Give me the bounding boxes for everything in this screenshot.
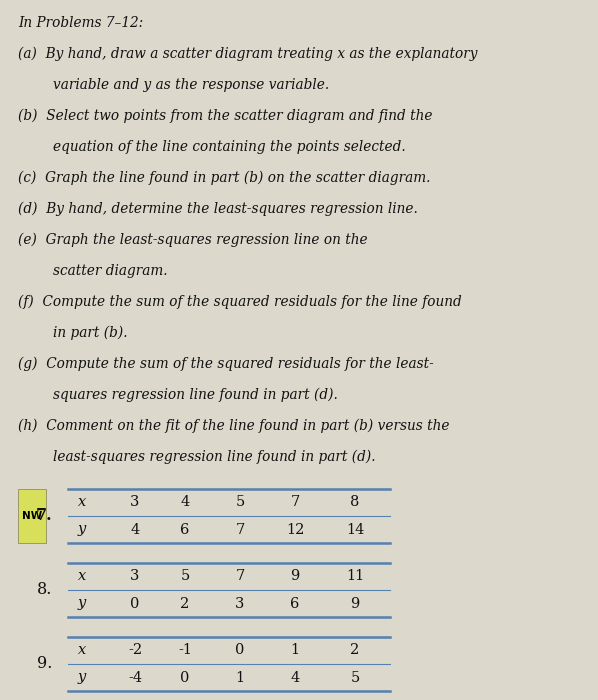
Text: (b)  Select two points from the scatter diagram and find the: (b) Select two points from the scatter d… — [18, 109, 432, 123]
Text: 4: 4 — [181, 496, 190, 510]
Text: 5: 5 — [181, 570, 190, 584]
Text: 3: 3 — [235, 596, 245, 610]
Text: in part (b).: in part (b). — [18, 326, 127, 340]
Text: 12: 12 — [286, 522, 304, 536]
Text: equation of the line containing the points selected.: equation of the line containing the poin… — [18, 140, 406, 154]
Text: 0: 0 — [130, 596, 140, 610]
Text: 11: 11 — [346, 570, 364, 584]
Text: 5: 5 — [350, 671, 359, 685]
Text: -4: -4 — [128, 671, 142, 685]
Text: y: y — [78, 596, 86, 610]
Text: squares regression line found in part (d).: squares regression line found in part (d… — [18, 388, 338, 402]
Text: x: x — [78, 570, 86, 584]
Text: -2: -2 — [128, 643, 142, 657]
Text: 5: 5 — [236, 496, 245, 510]
Text: 7.: 7. — [35, 508, 52, 524]
Text: 7: 7 — [236, 522, 245, 536]
Text: 0: 0 — [181, 671, 190, 685]
Text: y: y — [78, 522, 86, 536]
Text: (c)  Graph the line found in part (b) on the scatter diagram.: (c) Graph the line found in part (b) on … — [18, 171, 431, 186]
Text: 6: 6 — [181, 522, 190, 536]
Text: -1: -1 — [178, 643, 192, 657]
Text: (g)  Compute the sum of the squared residuals for the least-: (g) Compute the sum of the squared resid… — [18, 357, 434, 372]
Text: least-squares regression line found in part (d).: least-squares regression line found in p… — [18, 450, 376, 464]
Text: 1: 1 — [236, 671, 245, 685]
Text: 6: 6 — [290, 596, 300, 610]
Text: 2: 2 — [350, 643, 359, 657]
Text: variable and y as the response variable.: variable and y as the response variable. — [18, 78, 329, 92]
Text: 1: 1 — [291, 643, 300, 657]
Text: (d)  By hand, determine the least-squares regression line.: (d) By hand, determine the least-squares… — [18, 202, 418, 216]
Text: 2: 2 — [181, 596, 190, 610]
Text: y: y — [78, 671, 86, 685]
Text: scatter diagram.: scatter diagram. — [18, 264, 167, 278]
FancyBboxPatch shape — [18, 489, 46, 543]
Text: In Problems 7–12:: In Problems 7–12: — [18, 16, 144, 30]
Text: 8.: 8. — [36, 582, 52, 598]
Text: 9: 9 — [291, 570, 300, 584]
Text: 3: 3 — [130, 496, 140, 510]
Text: (h)  Comment on the fit of the line found in part (b) versus the: (h) Comment on the fit of the line found… — [18, 419, 450, 433]
Text: NW: NW — [22, 511, 42, 521]
Text: 9: 9 — [350, 596, 359, 610]
Text: 3: 3 — [130, 570, 140, 584]
Text: 7: 7 — [236, 570, 245, 584]
Text: 9.: 9. — [36, 655, 52, 673]
Text: (e)  Graph the least-squares regression line on the: (e) Graph the least-squares regression l… — [18, 233, 368, 247]
Text: 4: 4 — [291, 671, 300, 685]
Text: (f)  Compute the sum of the squared residuals for the line found: (f) Compute the sum of the squared resid… — [18, 295, 462, 309]
Text: (a)  By hand, draw a scatter diagram treating x as the explanatory: (a) By hand, draw a scatter diagram trea… — [18, 47, 477, 62]
Text: 14: 14 — [346, 522, 364, 536]
Text: 0: 0 — [235, 643, 245, 657]
Text: 8: 8 — [350, 496, 359, 510]
Text: x: x — [78, 643, 86, 657]
Text: 4: 4 — [130, 522, 139, 536]
Text: x: x — [78, 496, 86, 510]
Text: 7: 7 — [291, 496, 300, 510]
